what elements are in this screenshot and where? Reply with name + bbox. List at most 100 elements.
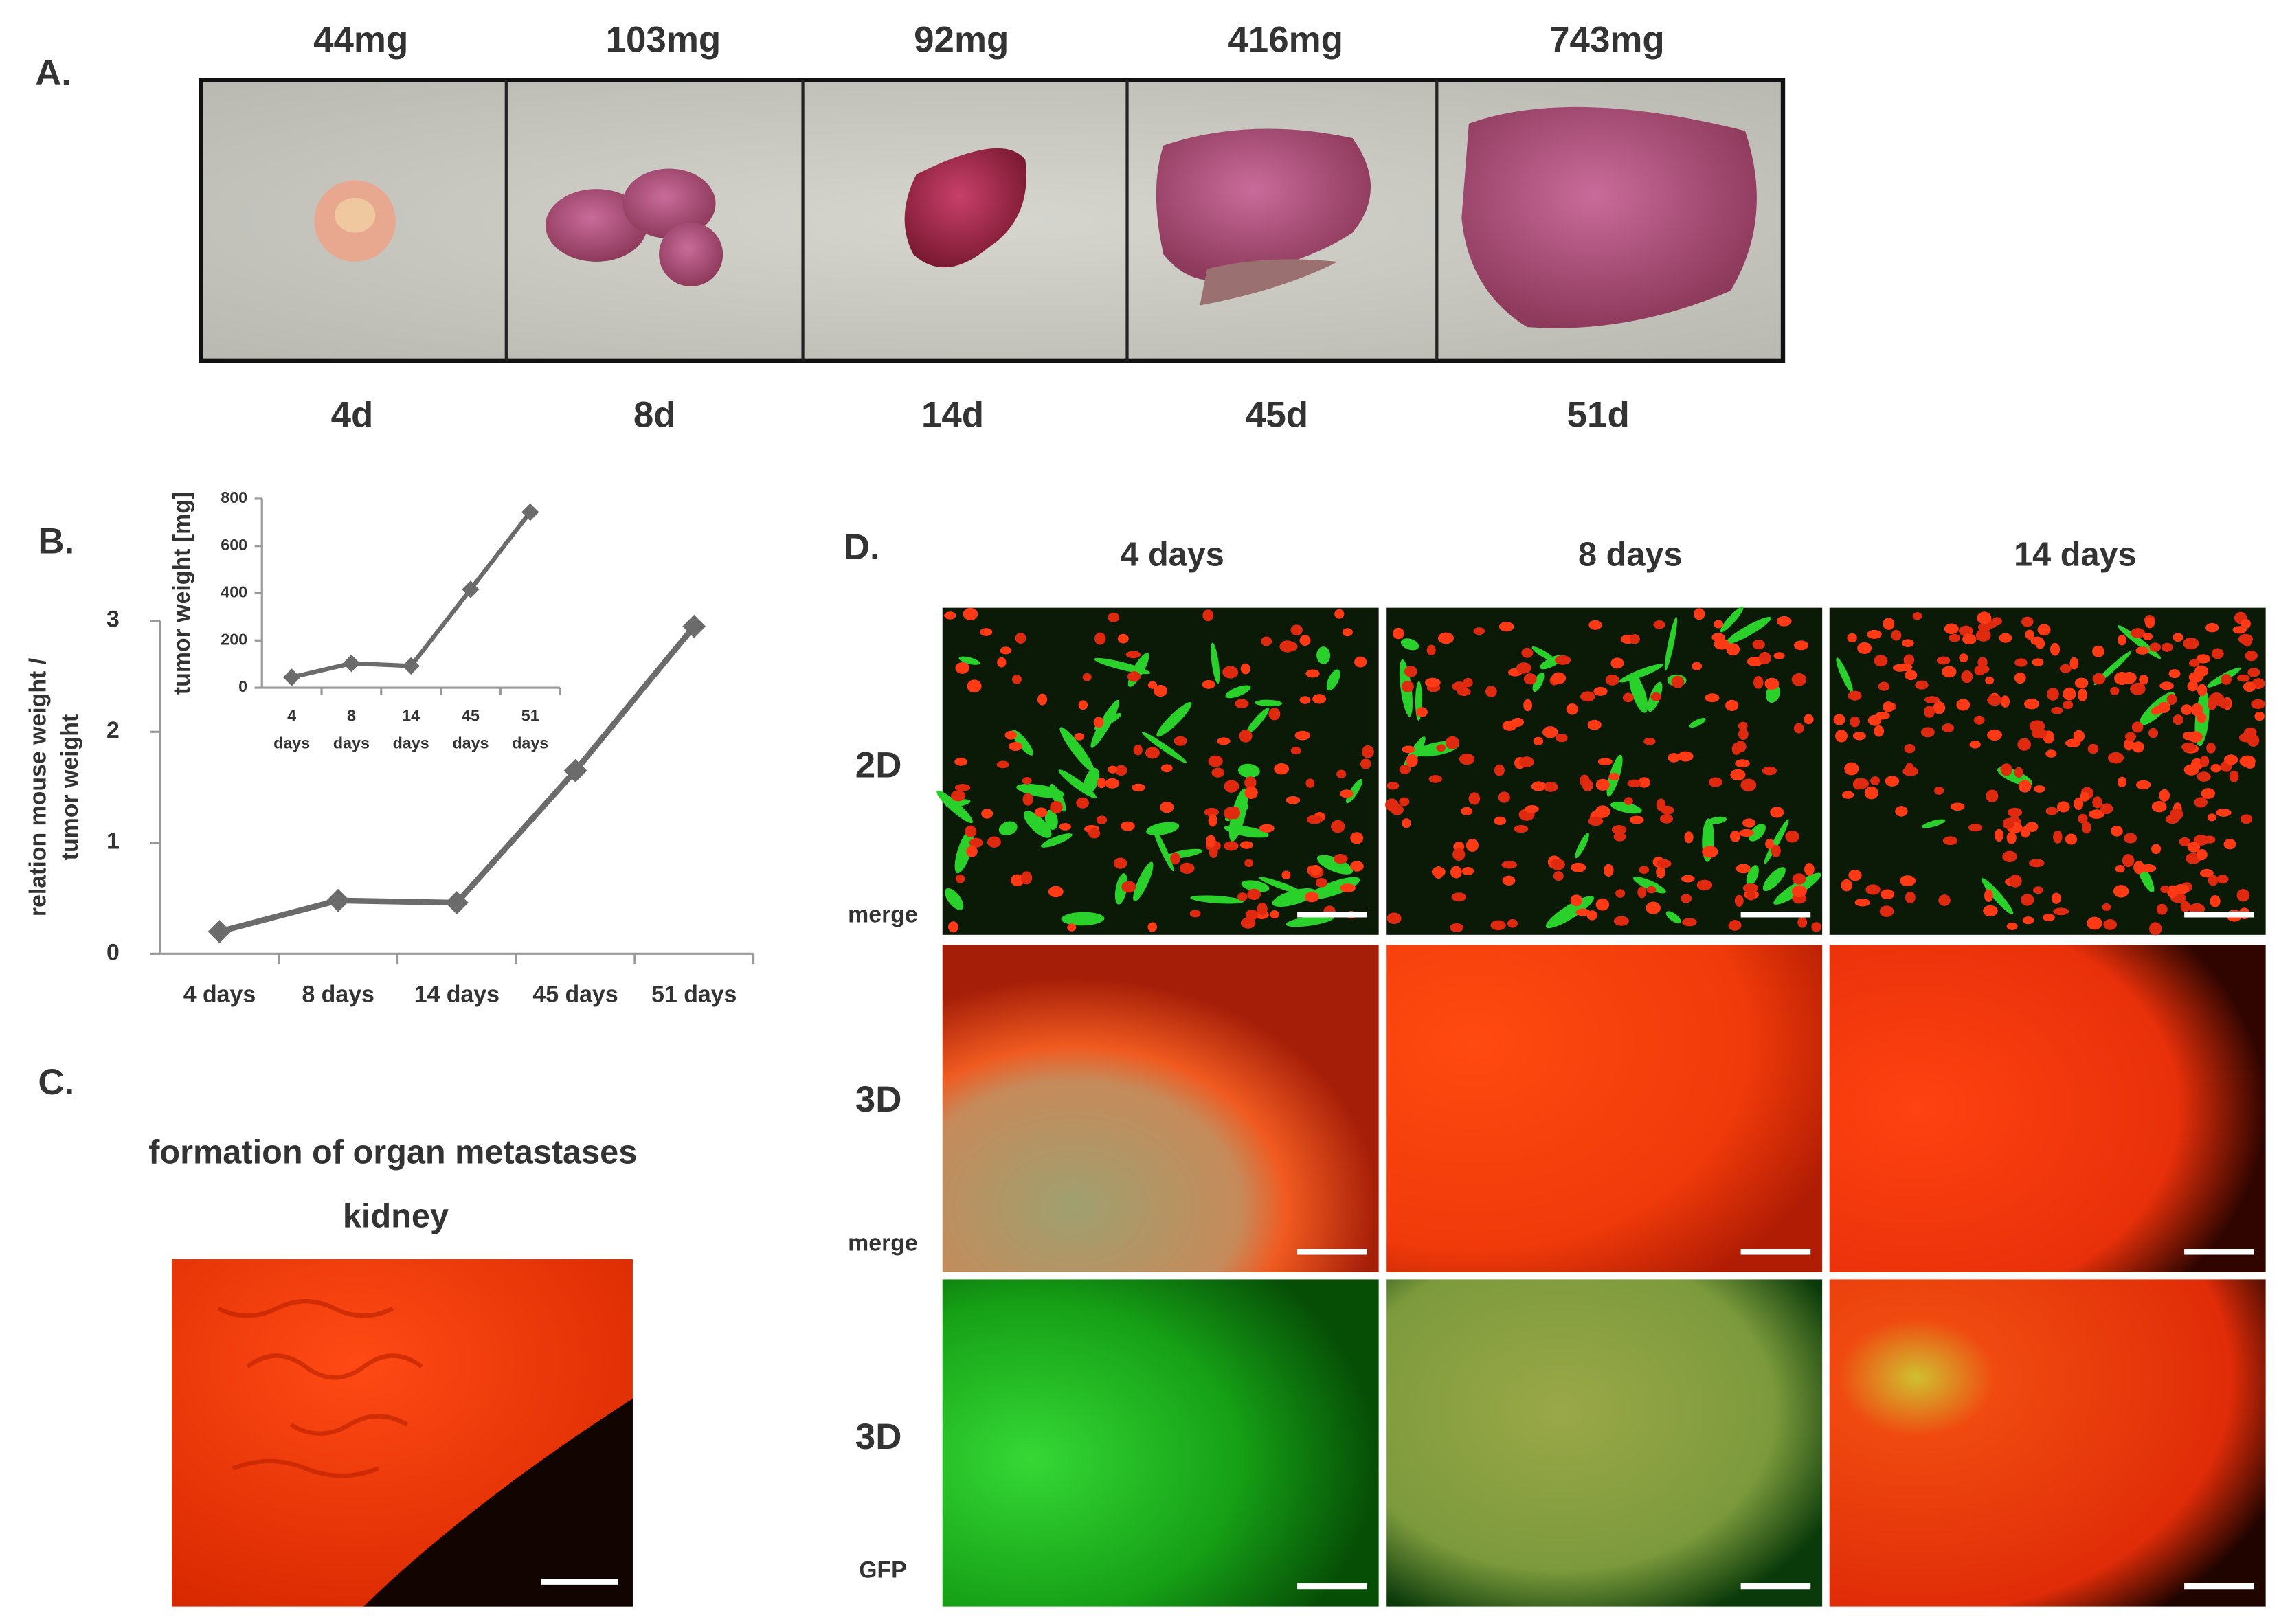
tumor-photos bbox=[199, 78, 1786, 363]
nucleus bbox=[1977, 611, 1992, 624]
nucleus bbox=[2216, 875, 2229, 884]
micrograph bbox=[1829, 1279, 2266, 1607]
nucleus bbox=[2149, 922, 2162, 936]
y-tick-label: 800 bbox=[221, 488, 247, 506]
nucleus bbox=[2179, 837, 2191, 846]
nucleus bbox=[1305, 778, 1315, 788]
nucleus bbox=[1681, 875, 1695, 883]
nucleus bbox=[1587, 719, 1602, 730]
nucleus bbox=[1804, 863, 1815, 876]
column-header: 4 days bbox=[1120, 536, 1224, 573]
nucleus bbox=[1793, 640, 1809, 651]
y-tick-label: 1 bbox=[106, 828, 120, 855]
nucleus bbox=[2181, 742, 2197, 752]
nucleus bbox=[2063, 701, 2074, 710]
micrograph bbox=[1829, 945, 2266, 1272]
nucleus bbox=[1290, 747, 1301, 755]
nucleus bbox=[1387, 912, 1402, 925]
nucleus bbox=[1629, 634, 1640, 644]
nucleus bbox=[1239, 841, 1253, 849]
nucleus bbox=[1899, 875, 1916, 887]
nucleus bbox=[2103, 919, 2118, 930]
nucleus bbox=[2238, 633, 2253, 644]
nucleus bbox=[1753, 676, 1764, 689]
nucleus bbox=[1299, 635, 1311, 646]
nucleus bbox=[1209, 846, 1218, 858]
x-tick-label: 8 days bbox=[333, 707, 370, 752]
nucleus bbox=[1437, 632, 1454, 644]
microscopy-grid bbox=[936, 607, 2266, 1607]
nucleus bbox=[967, 679, 982, 693]
nucleus bbox=[1668, 753, 1681, 763]
nucleus bbox=[2021, 894, 2034, 906]
nucleus bbox=[1615, 889, 1626, 898]
nucleus bbox=[1498, 622, 1514, 632]
nucleus bbox=[1848, 690, 1862, 701]
data-point bbox=[342, 654, 361, 673]
nucleus bbox=[1310, 865, 1321, 876]
nucleus bbox=[1451, 892, 1466, 902]
gfp-cell bbox=[945, 799, 971, 808]
nucleus bbox=[947, 921, 958, 933]
nucleus bbox=[2047, 688, 2059, 701]
data-point bbox=[207, 920, 232, 943]
gfp-cell bbox=[1720, 607, 1744, 633]
nucleus bbox=[2130, 628, 2146, 638]
nucleus bbox=[1015, 632, 1026, 644]
nucleus bbox=[2173, 714, 2183, 725]
nucleus bbox=[1758, 651, 1771, 664]
nucleus bbox=[1125, 651, 1141, 659]
nucleus bbox=[1874, 655, 1888, 667]
nucleus bbox=[1048, 886, 1064, 898]
nucleus bbox=[1968, 824, 1983, 832]
nucleus bbox=[2196, 654, 2210, 664]
gfp-cell bbox=[1190, 895, 1244, 904]
nucleus bbox=[1108, 765, 1118, 774]
nucleus bbox=[2206, 742, 2216, 754]
nucleus bbox=[2229, 770, 2239, 782]
nucleus bbox=[2018, 780, 2032, 793]
gfp-cell bbox=[1326, 669, 1340, 691]
nucleus bbox=[1657, 859, 1672, 868]
nucleus bbox=[1605, 674, 1619, 686]
nucleus bbox=[1305, 669, 1320, 678]
nucleus bbox=[980, 628, 993, 636]
nucleus bbox=[1459, 753, 1475, 765]
nucleus bbox=[1580, 691, 1595, 702]
nucleus bbox=[1556, 734, 1568, 743]
nucleus bbox=[1811, 922, 1822, 932]
nucleus bbox=[1915, 680, 1929, 690]
nucleus bbox=[1883, 701, 1894, 712]
nucleus bbox=[2132, 741, 2144, 753]
nucleus bbox=[2188, 659, 2200, 667]
nucleus bbox=[1202, 609, 1214, 622]
nucleus bbox=[1891, 629, 1902, 641]
gfp-cell bbox=[1153, 827, 1174, 872]
data-point bbox=[402, 657, 420, 675]
nucleus bbox=[1521, 647, 1534, 658]
nucleus bbox=[1021, 871, 1033, 885]
nucleus bbox=[1240, 917, 1256, 929]
nucleus bbox=[2053, 907, 2069, 916]
nucleus bbox=[954, 784, 971, 791]
nucleus bbox=[1525, 805, 1539, 813]
nucleus bbox=[2002, 817, 2015, 830]
nucleus bbox=[1736, 864, 1751, 874]
gfp-cell bbox=[1665, 911, 1681, 924]
nucleus bbox=[2008, 875, 2022, 888]
nucleus bbox=[1312, 694, 1327, 704]
nucleus bbox=[1847, 633, 1857, 643]
nucleus bbox=[2065, 833, 2078, 845]
x-tick-label: 4 days bbox=[183, 982, 256, 1008]
y-tick-label: 2 bbox=[106, 717, 120, 743]
nucleus bbox=[2080, 792, 2089, 802]
nucleus bbox=[1008, 741, 1023, 751]
nucleus bbox=[1934, 786, 1944, 795]
gfp-cell bbox=[1141, 732, 1187, 763]
day-label: 51d bbox=[1567, 394, 1630, 435]
nucleus bbox=[2159, 789, 2170, 802]
data-line bbox=[291, 510, 532, 680]
nucleus bbox=[1542, 726, 1558, 738]
nucleus bbox=[2219, 698, 2231, 709]
nucleus bbox=[1867, 714, 1882, 726]
